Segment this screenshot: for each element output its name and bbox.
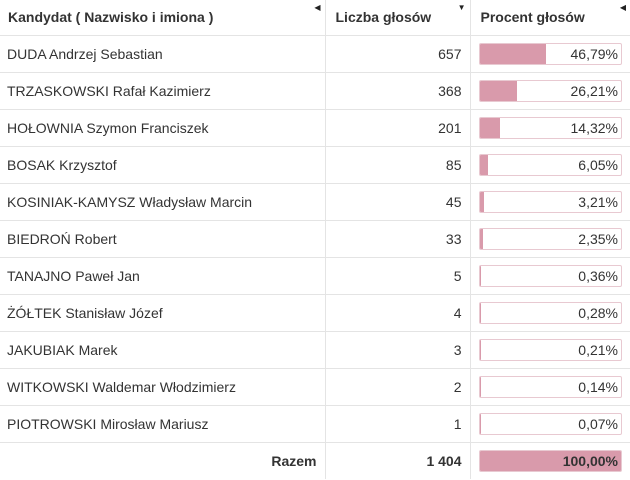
vote-count: 2 [324,368,470,406]
percent-bar-fill [479,81,517,101]
sort-down-icon[interactable]: ▼ [457,3,466,12]
percent-cell: 6,05% [469,146,630,184]
percent-bar-fill [479,44,546,64]
total-percent-cell: 100,00% [469,442,630,479]
percent-cell: 2,35% [469,220,630,258]
percent-bar-fill [479,155,489,175]
table-row: JAKUBIAK Marek 3 0,21% [0,331,630,369]
candidate-name: DUDA Andrzej Sebastian [0,35,325,73]
percent-bar: 26,21% [478,80,622,102]
candidate-name: JAKUBIAK Marek [0,331,325,369]
vote-count: 657 [324,35,470,73]
percent-bar: 46,79% [478,43,622,65]
percent-bar: 14,32% [478,117,622,139]
percent-value: 0,21% [578,342,618,358]
percent-bar: 0,14% [478,376,622,398]
percent-bar-fill [479,229,483,249]
table-row: WITKOWSKI Waldemar Włodzimierz 2 0,14% [0,368,630,406]
header-percent[interactable]: Procent głosów ◀ [469,0,630,36]
total-percent-bar: 100,00% [478,450,622,472]
vote-count: 201 [324,109,470,147]
header-votes[interactable]: Liczba głosów ▼ [324,0,470,36]
percent-value: 0,36% [578,268,618,284]
sort-triangle-icon[interactable]: ◀ [314,3,321,12]
table-row: PIOTROWSKI Mirosław Mariusz 1 0,07% [0,405,630,443]
candidate-name: TANAJNO Paweł Jan [0,257,325,295]
header-votes-label: Liczba głosów [335,9,432,25]
vote-count: 5 [324,257,470,295]
percent-cell: 0,36% [469,257,630,295]
percent-cell: 0,28% [469,294,630,332]
percent-value: 3,21% [578,194,618,210]
percent-value: 46,79% [570,46,618,62]
total-row: Razem 1 404 100,00% [0,442,630,479]
percent-bar-fill [479,192,485,212]
table-row: BOSAK Krzysztof 85 6,05% [0,146,630,184]
percent-cell: 14,32% [469,109,630,147]
candidate-name: KOSINIAK-KAMYSZ Władysław Marcin [0,183,325,221]
candidate-name: BOSAK Krzysztof [0,146,325,184]
vote-count: 368 [324,72,470,110]
percent-cell: 0,21% [469,331,630,369]
table-row: TRZASKOWSKI Rafał Kazimierz 368 26,21% [0,72,630,110]
percent-bar: 6,05% [478,154,622,176]
percent-value: 0,14% [578,379,618,395]
percent-bar: 0,36% [478,265,622,287]
vote-count: 85 [324,146,470,184]
percent-cell: 0,14% [469,368,630,406]
vote-count: 4 [324,294,470,332]
table-row: TANAJNO Paweł Jan 5 0,36% [0,257,630,295]
vote-count: 45 [324,183,470,221]
candidate-name: PIOTROWSKI Mirosław Mariusz [0,405,325,443]
candidate-name: TRZASKOWSKI Rafał Kazimierz [0,72,325,110]
percent-bar-fill [479,266,480,286]
table-row: BIEDROŃ Robert 33 2,35% [0,220,630,258]
percent-bar: 2,35% [478,228,622,250]
vote-count: 3 [324,331,470,369]
candidate-name: BIEDROŃ Robert [0,220,325,258]
header-candidate-label: Kandydat ( Nazwisko i imiona ) [8,9,214,25]
sort-triangle-icon[interactable]: ◀ [619,3,626,12]
percent-cell: 3,21% [469,183,630,221]
total-votes: 1 404 [324,442,470,479]
percent-value: 2,35% [578,231,618,247]
percent-cell: 0,07% [469,405,630,443]
percent-value: 26,21% [570,83,618,99]
vote-count: 33 [324,220,470,258]
percent-bar-fill [479,118,500,138]
vote-count: 1 [324,405,470,443]
percent-value: 14,32% [570,120,618,136]
percent-bar: 3,21% [478,191,622,213]
percent-value: 0,28% [578,305,618,321]
percent-value: 0,07% [578,416,618,432]
percent-bar: 0,28% [478,302,622,324]
percent-cell: 26,21% [469,72,630,110]
percent-cell: 46,79% [469,35,630,73]
candidate-name: ŻÓŁTEK Stanisław Józef [0,294,325,332]
candidate-name: HOŁOWNIA Szymon Franciszek [0,109,325,147]
header-candidate[interactable]: Kandydat ( Nazwisko i imiona ) ◀ [0,0,325,36]
percent-bar: 0,07% [478,413,622,435]
table-row: HOŁOWNIA Szymon Franciszek 201 14,32% [0,109,630,147]
header-percent-label: Procent głosów [480,9,585,25]
total-label: Razem [271,453,317,469]
percent-bar: 0,21% [478,339,622,361]
total-percent-bar-fill [479,451,621,471]
header-row: Kandydat ( Nazwisko i imiona ) ◀ Liczba … [0,0,630,36]
percent-value: 6,05% [578,157,618,173]
table-row: ŻÓŁTEK Stanisław Józef 4 0,28% [0,294,630,332]
total-percent-value: 100,00% [562,453,618,469]
table-row: DUDA Andrzej Sebastian 657 46,79% [0,35,630,73]
table-row: KOSINIAK-KAMYSZ Władysław Marcin 45 3,21% [0,183,630,221]
candidate-name: WITKOWSKI Waldemar Włodzimierz [0,368,325,406]
